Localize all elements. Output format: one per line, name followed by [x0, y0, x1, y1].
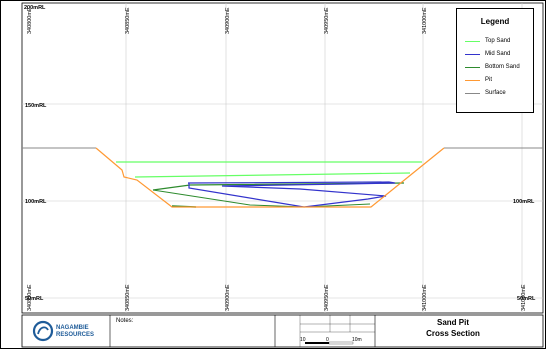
- legend-item-surface: Surface: [465, 88, 506, 98]
- rl-label-100-left: 100mRL: [25, 199, 47, 205]
- legend-label-surface: Surface: [485, 90, 506, 96]
- legend-label-top-sand: Top Sand: [485, 38, 511, 44]
- legend-swatch-top-sand: [465, 40, 480, 42]
- company-name-line1: NAGAMBIE: [56, 325, 89, 331]
- legend-swatch-surface: [465, 92, 480, 94]
- notes-label: Notes:: [116, 318, 134, 324]
- easting-label-bottom-2: 340850mE: [125, 284, 131, 311]
- easting-label-top-3: 340900mE: [225, 7, 231, 34]
- easting-label-bottom-4: 340950mE: [324, 284, 330, 311]
- easting-label-top-4: 340950mE: [324, 7, 330, 34]
- company-logo-icon: [32, 320, 54, 342]
- title-block-frame: [21, 314, 544, 348]
- drawing-title: Sand Pit Cross Section: [378, 317, 528, 339]
- legend-label-bottom-sand: Bottom Sand: [485, 64, 520, 70]
- legend-swatch-pit: [465, 79, 480, 81]
- easting-label-top-2: 340850mE: [125, 7, 131, 34]
- easting-label-top-5: 341000mE: [422, 7, 428, 34]
- scale-bar: 10 0 10m: [300, 337, 362, 345]
- rl-label-200: 200mRL: [24, 5, 46, 11]
- scale-label-3: 10m: [352, 337, 362, 343]
- rl-label-150: 150mRL: [25, 103, 47, 109]
- legend-swatch-mid-sand: [465, 53, 480, 55]
- legend: Legend Top Sand Mid Sand Bottom Sand Pit…: [456, 8, 534, 113]
- pit-outline: [95, 147, 445, 208]
- drawing-info-table: [299, 315, 375, 347]
- rl-label-50-left: 50mRL: [25, 296, 44, 302]
- easting-label-bottom-1: 340800mE: [27, 284, 33, 311]
- scale-label-1: 10: [300, 337, 306, 343]
- legend-label-pit: Pit: [485, 77, 493, 83]
- drawing-title-line2: Cross Section: [426, 329, 480, 338]
- plot-frame: [21, 2, 544, 314]
- legend-item-bottom-sand: Bottom Sand: [465, 62, 520, 72]
- mid-sand-body: [187, 181, 396, 208]
- legend-item-pit: Pit: [465, 75, 492, 85]
- legend-item-mid-sand: Mid Sand: [465, 49, 510, 59]
- easting-label-bottom-5: 341000mE: [422, 284, 428, 311]
- legend-swatch-bottom-sand: [465, 66, 480, 68]
- drawing-title-line1: Sand Pit: [436, 318, 469, 327]
- rl-label-50-right: 50mRL: [517, 296, 536, 302]
- bottom-sand-base: [152, 189, 371, 208]
- company-name: NAGAMBIE RESOURCES: [56, 325, 94, 339]
- easting-label-bottom-6: 341050mE: [521, 284, 527, 311]
- scale-label-2: 0: [326, 337, 329, 343]
- legend-label-mid-sand: Mid Sand: [485, 51, 511, 57]
- company-name-line2: RESOURCES: [56, 332, 95, 338]
- legend-title: Legend: [480, 17, 510, 26]
- easting-label-top-1: 340800mE: [27, 7, 33, 34]
- legend-item-top-sand: Top Sand: [465, 36, 510, 46]
- easting-label-bottom-3: 340900mE: [225, 284, 231, 311]
- rl-label-100-right: 100mRL: [513, 199, 535, 205]
- top-sand-line-2: [134, 172, 411, 178]
